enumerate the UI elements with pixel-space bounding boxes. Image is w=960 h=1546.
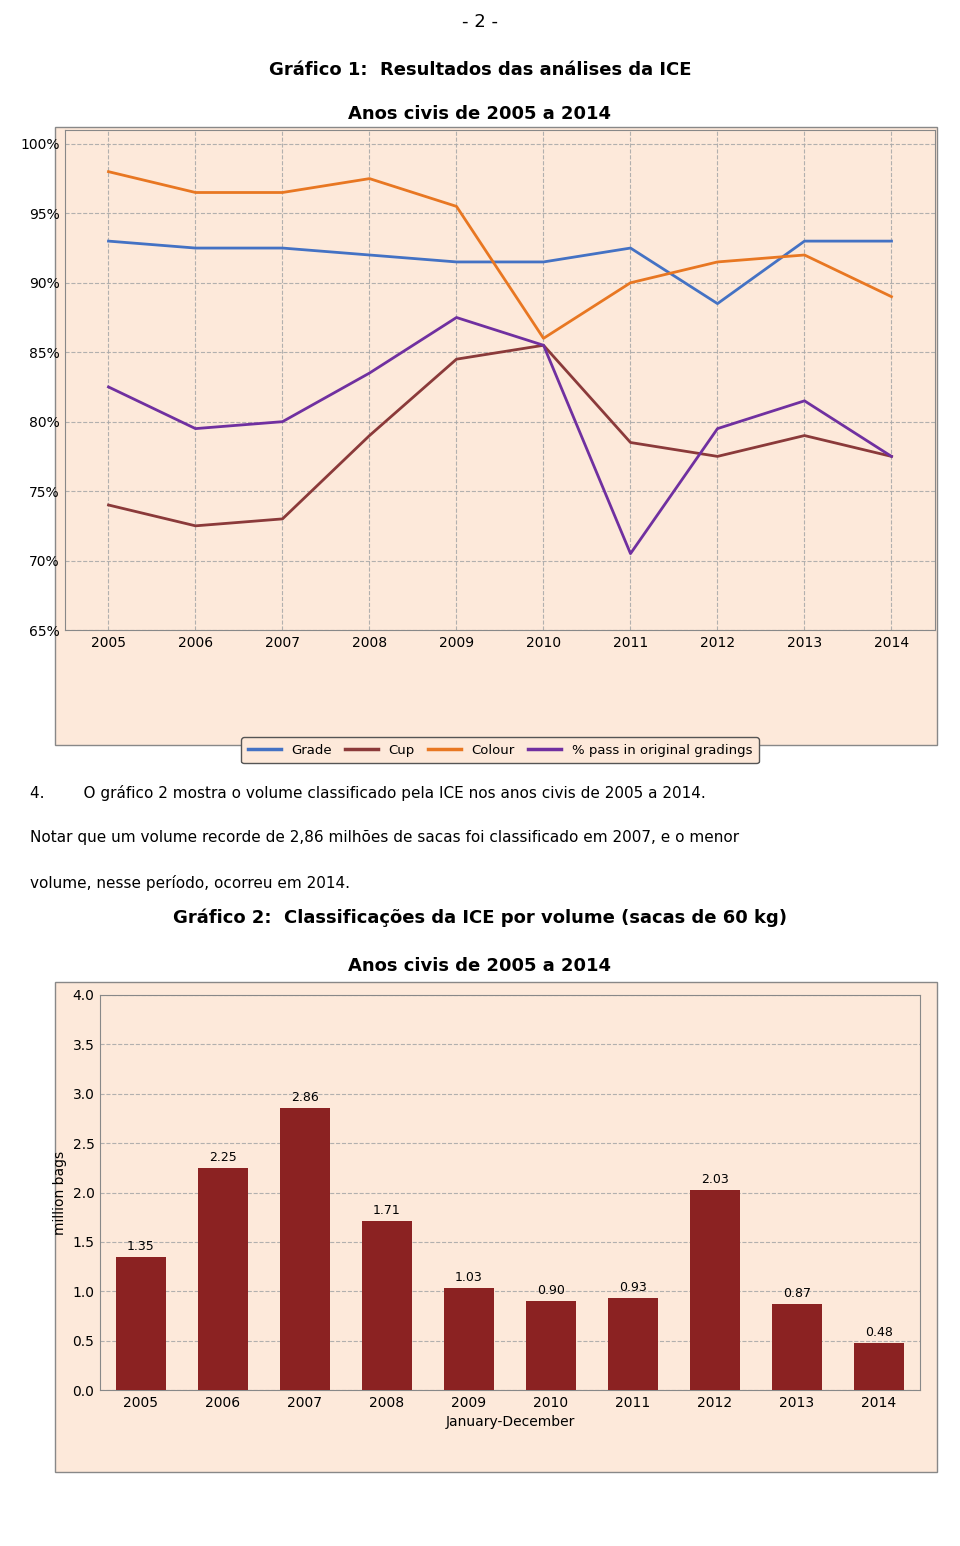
Text: 1.03: 1.03	[455, 1271, 483, 1285]
Bar	[199, 1167, 248, 1390]
Bar	[116, 1257, 165, 1390]
Text: 0.90: 0.90	[537, 1285, 564, 1297]
Text: volume, nesse período, ocorreu em 2014.: volume, nesse período, ocorreu em 2014.	[30, 875, 350, 890]
Text: 2.25: 2.25	[209, 1150, 237, 1164]
Text: Gráfico 2:  Classificações da ICE por volume (sacas de 60 kg): Gráfico 2: Classificações da ICE por vol…	[173, 909, 787, 928]
X-axis label: January-December: January-December	[445, 1415, 575, 1429]
Text: Anos civis de 2005 a 2014: Anos civis de 2005 a 2014	[348, 957, 612, 974]
Text: 2.86: 2.86	[291, 1090, 319, 1104]
Bar	[690, 1189, 739, 1390]
Bar	[609, 1299, 658, 1390]
Text: - 2 -: - 2 -	[462, 12, 498, 31]
Text: 2.03: 2.03	[701, 1172, 729, 1186]
Legend: Grade, Cup, Colour, % pass in original gradings: Grade, Cup, Colour, % pass in original g…	[241, 737, 758, 764]
Bar	[362, 1221, 412, 1390]
Y-axis label: million bags: million bags	[53, 1150, 67, 1235]
Text: Notar que um volume recorde de 2,86 milhões de sacas foi classificado em 2007, e: Notar que um volume recorde de 2,86 milh…	[30, 830, 739, 846]
Bar	[773, 1305, 822, 1390]
Bar	[854, 1342, 903, 1390]
Text: Gráfico 1:  Resultados das análises da ICE: Gráfico 1: Resultados das análises da IC…	[269, 60, 691, 79]
Text: 0.93: 0.93	[619, 1282, 647, 1294]
Text: 4.        O gráfico 2 mostra o volume classificado pela ICE nos anos civis de 20: 4. O gráfico 2 mostra o volume classific…	[30, 785, 706, 801]
Bar	[280, 1107, 329, 1390]
Bar	[444, 1288, 493, 1390]
Text: 1.71: 1.71	[373, 1204, 401, 1217]
Text: Anos civis de 2005 a 2014: Anos civis de 2005 a 2014	[348, 105, 612, 124]
Bar	[526, 1302, 576, 1390]
Text: 1.35: 1.35	[127, 1240, 155, 1252]
Text: 0.87: 0.87	[783, 1288, 811, 1300]
Text: 0.48: 0.48	[865, 1325, 893, 1339]
